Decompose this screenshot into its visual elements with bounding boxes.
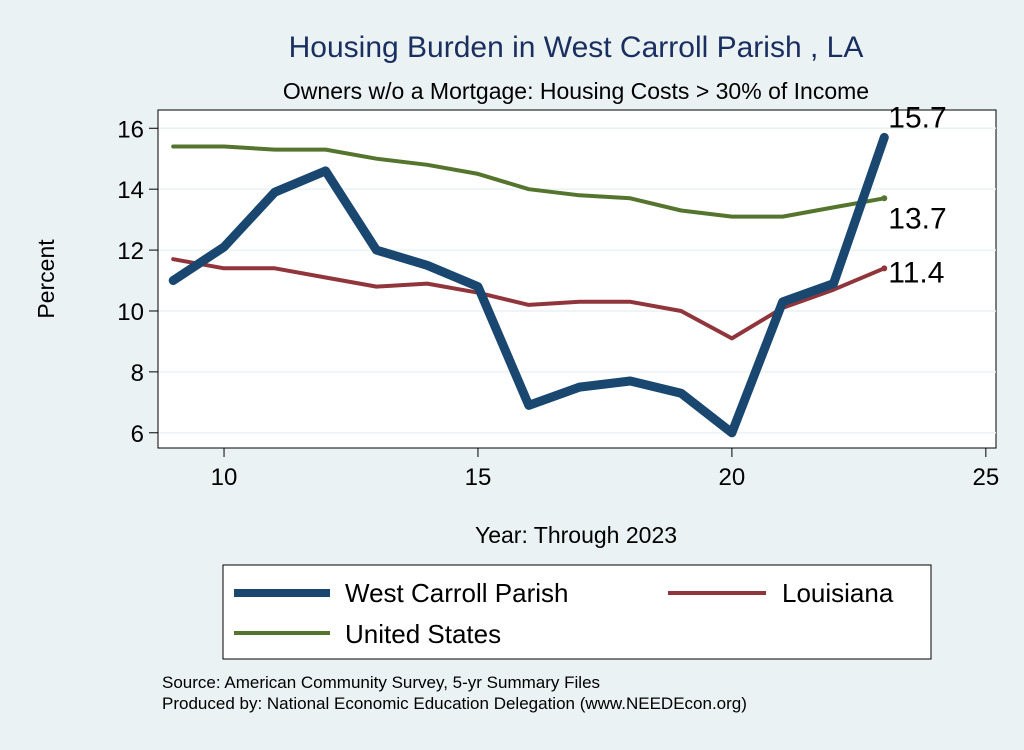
legend-label-west-carroll: West Carroll Parish (345, 578, 568, 608)
y-tick-label: 8 (131, 360, 144, 387)
x-tick-label: 20 (719, 464, 746, 491)
end-label-west-carroll-parish: 15.7 (888, 101, 946, 134)
end-label-louisiana: 11.4 (888, 256, 944, 289)
series-lines (168, 132, 889, 438)
y-tick-label: 10 (117, 299, 144, 326)
end-labels: 15.7 11.4 13.7 (881, 101, 947, 289)
source-note: Source: American Community Survey, 5-yr … (162, 673, 600, 692)
legend-label-united-states: United States (345, 619, 501, 649)
y-axis-title: Percent (33, 239, 59, 319)
axes (157, 110, 996, 449)
series-line-united-states (171, 144, 887, 219)
end-label-united-states: 13.7 (888, 202, 946, 235)
y-tick-label: 6 (131, 421, 144, 448)
end-point-louisiana (881, 265, 888, 272)
y-tick-label: 14 (117, 177, 144, 204)
chart-subtitle: Owners w/o a Mortgage: Housing Costs > 3… (283, 78, 869, 104)
x-tick-label: 25 (972, 464, 999, 491)
legend-label-louisiana: Louisiana (782, 578, 894, 608)
legend-box (222, 564, 932, 660)
legend: West Carroll Parish Louisiana United Sta… (222, 564, 932, 660)
chart-title: Housing Burden in West Carroll Parish , … (289, 31, 864, 64)
end-point-west-carroll-parish (881, 134, 888, 141)
x-tick-label: 15 (465, 464, 492, 491)
y-ticks: 6 8 10 12 14 16 (117, 116, 158, 448)
series-line-louisiana (171, 257, 887, 341)
produced-by-note: Produced by: National Economic Education… (162, 694, 747, 713)
grid-lines (158, 127, 996, 434)
series-line-west-carroll-parish (168, 132, 889, 438)
x-tick-label: 10 (211, 464, 238, 491)
y-tick-label: 16 (117, 116, 144, 143)
x-ticks: 10 15 20 25 (211, 448, 999, 491)
plot-area (157, 109, 997, 449)
y-tick-label: 12 (117, 238, 144, 265)
end-point-united-states (881, 195, 888, 202)
x-axis-title: Year: Through 2023 (475, 522, 677, 548)
